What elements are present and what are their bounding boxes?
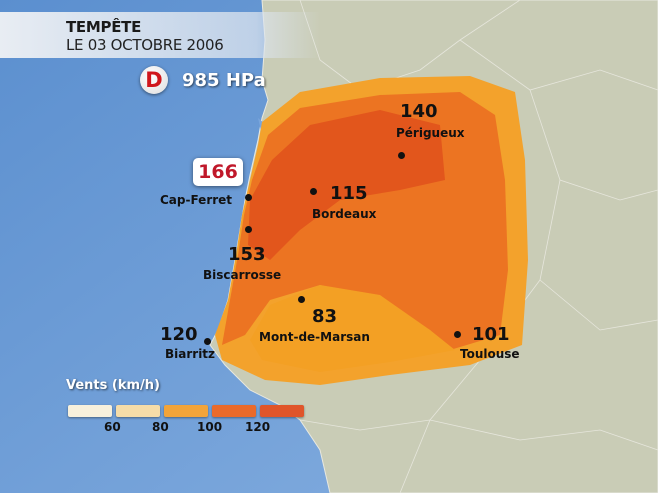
city-label-biarritz: Biarritz (165, 347, 216, 361)
legend-label: 120 (245, 420, 271, 434)
map-title: TEMPÊTE (66, 18, 142, 36)
city-label-biscarrosse: Biscarrosse (203, 268, 282, 282)
legend-swatch (164, 405, 208, 417)
legend-label: 100 (197, 420, 223, 434)
city-marker-cap-ferret (245, 194, 252, 201)
city-value-mont-de-marsan: 83 (312, 306, 338, 327)
city-marker-perigueux (398, 152, 405, 159)
legend-label: 60 (104, 420, 121, 434)
city-marker-biscarrosse (245, 226, 252, 233)
city-value-perigueux: 140 (400, 101, 438, 122)
city-value-biscarrosse: 153 (228, 244, 266, 265)
wind-zone-140 (248, 110, 445, 260)
legend-swatch (68, 405, 112, 417)
city-label-toulouse: Toulouse (460, 347, 520, 361)
pressure-value: 985 HPa (182, 70, 266, 91)
city-value-bordeaux: 115 (330, 183, 368, 204)
legend-swatch (212, 405, 256, 417)
city-value-toulouse: 101 (472, 324, 510, 345)
city-marker-bordeaux (310, 188, 317, 195)
max-gust-badge: 166 (193, 158, 243, 186)
city-marker-toulouse (454, 331, 461, 338)
legend-swatch (260, 405, 304, 417)
city-label-cap-ferret: Cap-Ferret (160, 193, 233, 207)
city-value-biarritz: 120 (160, 324, 198, 345)
low-pressure-icon: D (140, 66, 168, 94)
city-label-bordeaux: Bordeaux (312, 207, 377, 221)
legend-label: 80 (152, 420, 169, 434)
map-date: LE 03 OCTOBRE 2006 (66, 36, 224, 54)
city-label-perigueux: Périgueux (396, 126, 465, 140)
city-marker-mont-de-marsan (298, 296, 305, 303)
title-bar (0, 12, 320, 58)
city-label-mont-de-marsan: Mont-de-Marsan (259, 330, 370, 344)
city-marker-biarritz (204, 338, 211, 345)
legend-swatch (116, 405, 160, 417)
legend-title: Vents (km/h) (66, 378, 160, 393)
wind-zone-inland (250, 285, 455, 372)
